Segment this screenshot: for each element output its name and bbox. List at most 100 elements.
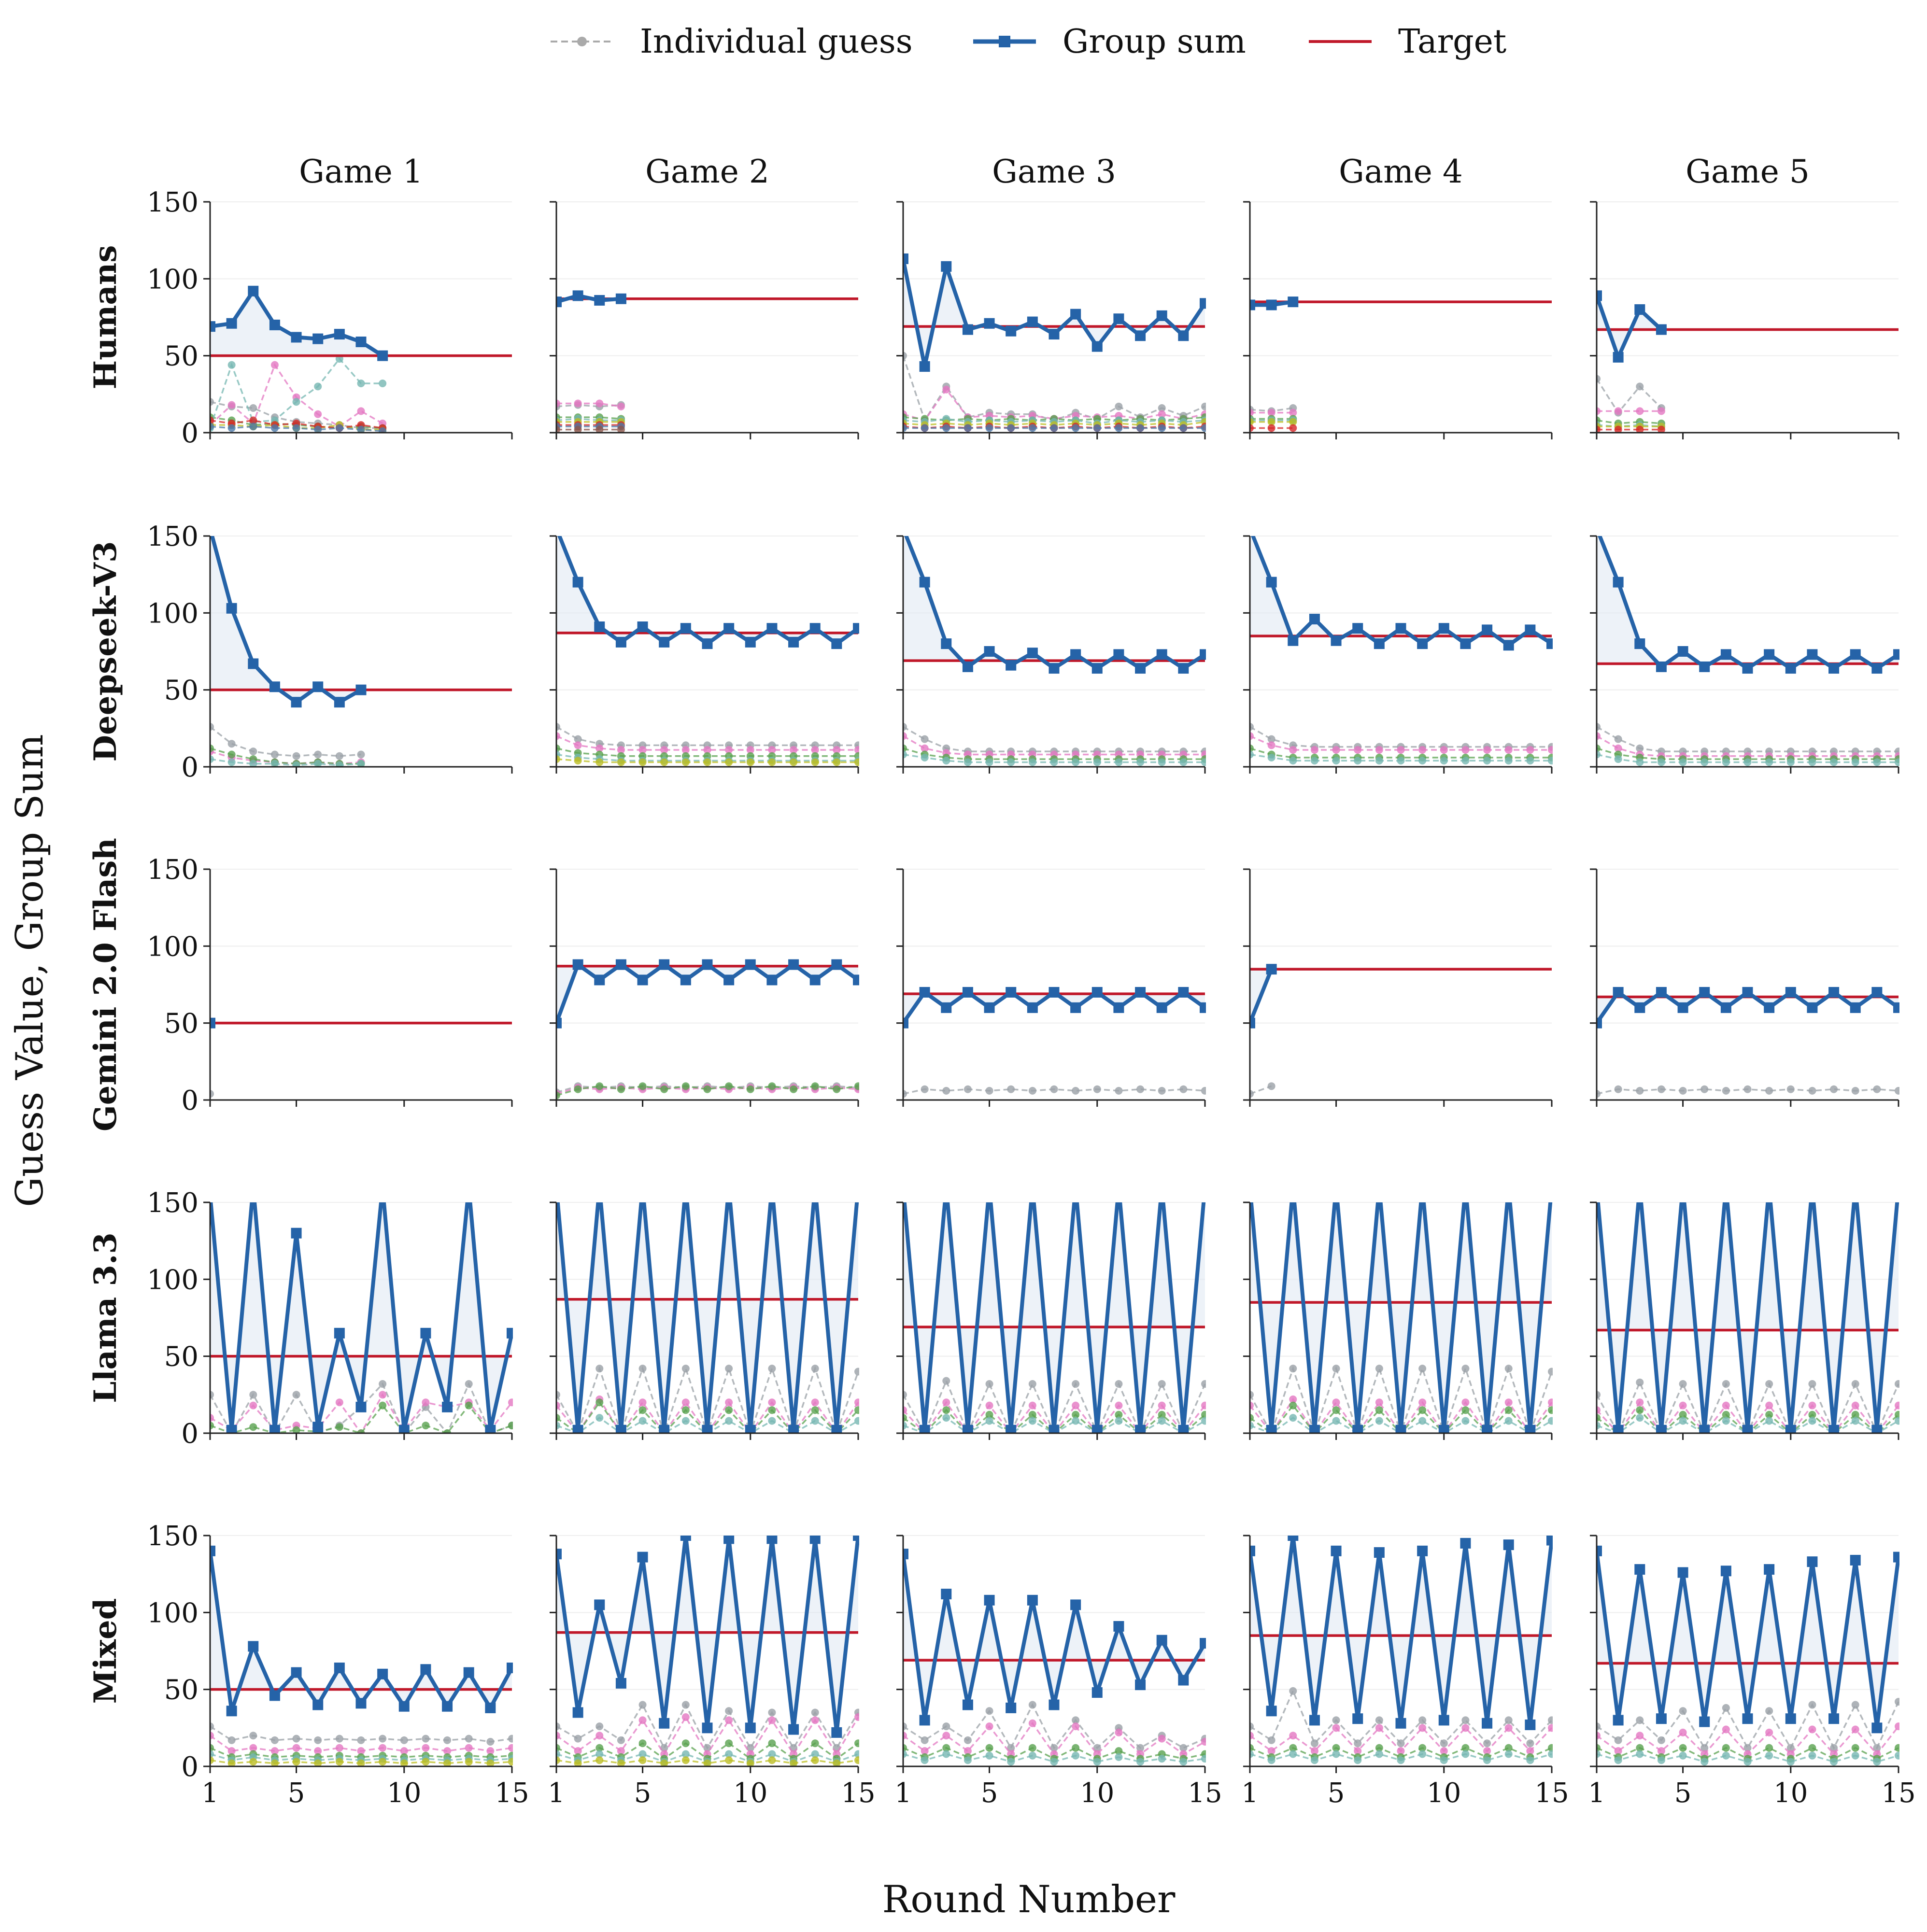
group-sum-point: [334, 1663, 345, 1674]
group-sum-point: [572, 959, 583, 970]
group-sum-point: [615, 636, 626, 648]
individual-guess-point: [1743, 1744, 1752, 1752]
individual-guess-point: [1310, 1739, 1318, 1748]
panel-r2-c3: [1243, 868, 1553, 1107]
individual-guess-point: [617, 1085, 625, 1093]
group-sum-point: [1656, 324, 1667, 335]
panel-plot-area: [556, 290, 858, 433]
individual-guess-point: [1440, 746, 1448, 754]
individual-guess-point: [1722, 1410, 1730, 1419]
individual-guess-point: [1636, 1086, 1644, 1095]
individual-guess-point: [942, 757, 950, 765]
individual-guess-point: [1548, 1716, 1553, 1724]
y-tick-label: 150: [147, 187, 198, 218]
individual-guess-point: [1895, 1401, 1899, 1410]
individual-guess-point: [1526, 1739, 1534, 1748]
individual-guess-point: [595, 744, 604, 752]
individual-guess-point: [1289, 1744, 1297, 1752]
group-sum-point: [1828, 663, 1840, 674]
individual-guess-point: [811, 1708, 819, 1717]
group-sum-point: [1331, 1545, 1342, 1556]
x-tick-label: 5: [1328, 1777, 1345, 1809]
individual-guess-point: [1072, 1722, 1080, 1731]
group-sum-point: [1634, 1564, 1645, 1575]
individual-guess-point: [1786, 1744, 1795, 1752]
panel-plot-area: [903, 1549, 1206, 1766]
group-sum-point: [1742, 663, 1753, 674]
individual-guess-point: [1614, 1747, 1622, 1755]
individual-guess-point: [854, 1713, 859, 1721]
individual-guess-point: [1679, 758, 1687, 766]
individual-guess-point: [725, 1707, 733, 1715]
individual-guess-line: [210, 747, 361, 765]
group-sum-point: [723, 1536, 735, 1544]
individual-guess-point: [1548, 1368, 1553, 1376]
group-sum-point: [766, 623, 778, 634]
individual-guess-point: [1895, 1086, 1899, 1095]
individual-guess-point: [1700, 1085, 1709, 1093]
individual-guess-point: [746, 758, 754, 766]
individual-guess-line: [1597, 1416, 1899, 1433]
group-sum-point: [941, 1589, 952, 1600]
individual-guess-point: [1636, 1414, 1644, 1422]
individual-guess-point: [1743, 1085, 1752, 1093]
individual-guess-point: [1332, 1716, 1340, 1724]
group-sum-point: [615, 1424, 626, 1433]
group-sum-point: [485, 1702, 496, 1713]
individual-guess-point: [556, 1414, 560, 1422]
individual-guess-point: [985, 1401, 993, 1410]
group-sum-point: [1266, 299, 1277, 310]
individual-guess-point: [486, 1747, 495, 1755]
individual-guess-point: [357, 750, 365, 759]
individual-guess-point: [1072, 1716, 1080, 1724]
individual-guess-point: [617, 746, 625, 754]
group-sum-point: [1613, 1424, 1624, 1433]
group-sum-point: [1395, 1424, 1406, 1433]
individual-guess-point: [249, 1744, 257, 1752]
group-sum-point: [1613, 987, 1624, 998]
individual-guess-point: [854, 1750, 859, 1758]
individual-guess-point: [1201, 424, 1206, 432]
panel-plot-area: [1597, 1202, 1899, 1433]
group-sum-point: [1049, 329, 1060, 340]
individual-guess-point: [1461, 1365, 1470, 1373]
individual-guess-point: [1418, 1365, 1427, 1373]
group-sum-point: [1850, 1002, 1861, 1013]
group-sum-point: [1135, 663, 1146, 674]
individual-guess-point: [768, 1082, 776, 1090]
group-sum-point: [809, 623, 821, 634]
group-sum-point: [680, 1536, 691, 1541]
individual-guess-point: [1201, 1086, 1206, 1095]
individual-guess-point: [638, 1739, 647, 1748]
individual-guess-point: [1397, 1739, 1405, 1748]
individual-guess-point: [1830, 758, 1838, 766]
individual-guess-point: [1483, 746, 1491, 754]
individual-guess-point: [1050, 424, 1058, 432]
individual-guess-point: [1504, 1417, 1513, 1425]
x-tick-label: 10: [1773, 1777, 1808, 1809]
individual-guess-point: [335, 1423, 343, 1431]
individual-guess-point: [1504, 1398, 1513, 1407]
deviation-area: [1250, 1202, 1552, 1430]
individual-guess-line: [1597, 1701, 1899, 1750]
legend-label-target: Target: [1398, 23, 1506, 61]
individual-guess-point: [854, 1082, 859, 1090]
individual-guess-point: [1440, 757, 1448, 765]
individual-guess-point: [617, 425, 625, 433]
individual-guess-point: [985, 1744, 993, 1752]
individual-guess-point: [1115, 758, 1123, 766]
x-tick-label: 15: [1188, 1777, 1222, 1809]
individual-guess-point: [1597, 744, 1601, 752]
group-sum-point: [1250, 1545, 1255, 1556]
group-sum-point: [1871, 1722, 1883, 1734]
group-sum-point: [1482, 1424, 1493, 1433]
group-sum-point: [377, 1668, 388, 1679]
individual-guess-point: [595, 1082, 604, 1090]
individual-guess-point: [1179, 1758, 1188, 1766]
group-sum-point: [1178, 1675, 1189, 1686]
group-sum-point: [312, 1422, 324, 1433]
legend-label-group_sum: Group sum: [1063, 23, 1246, 61]
group-sum-point: [1178, 330, 1189, 341]
group-sum-point: [831, 1424, 842, 1433]
individual-guess-point: [1765, 1707, 1773, 1715]
